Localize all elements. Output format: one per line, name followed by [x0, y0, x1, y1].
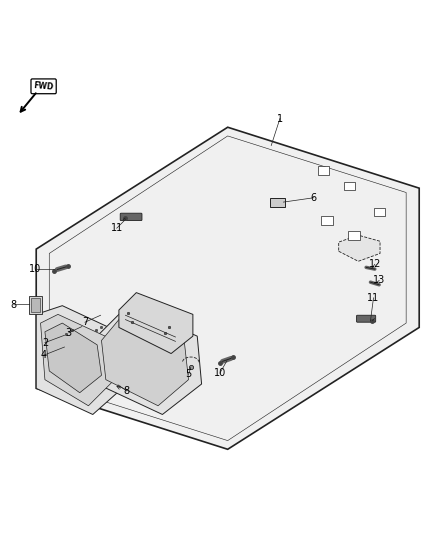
Text: 4: 4 [41, 350, 47, 360]
Bar [348, 231, 360, 239]
Text: 13: 13 [373, 276, 385, 286]
Bar [29, 296, 42, 313]
Text: 7: 7 [82, 317, 88, 327]
Text: 5: 5 [185, 369, 192, 379]
Bar [321, 216, 332, 225]
Text: 10: 10 [29, 264, 42, 273]
Bar [374, 208, 385, 216]
Text: 11: 11 [367, 293, 380, 303]
Text: 3: 3 [66, 328, 72, 337]
FancyBboxPatch shape [31, 79, 56, 94]
Polygon shape [45, 323, 102, 393]
FancyBboxPatch shape [357, 315, 376, 322]
Text: 1: 1 [277, 114, 283, 124]
Polygon shape [97, 305, 201, 415]
Polygon shape [36, 127, 419, 449]
Text: 10: 10 [214, 368, 226, 378]
Text: 11: 11 [111, 223, 123, 233]
Polygon shape [339, 235, 380, 261]
Text: 2: 2 [42, 338, 48, 348]
FancyBboxPatch shape [120, 213, 142, 221]
Bar [344, 182, 355, 190]
Text: 12: 12 [369, 260, 381, 269]
Polygon shape [102, 314, 188, 406]
Polygon shape [41, 314, 119, 406]
Bar [318, 166, 329, 175]
Text: 8: 8 [124, 386, 130, 396]
Polygon shape [119, 293, 193, 353]
Polygon shape [36, 305, 132, 415]
Bar [270, 198, 285, 207]
Text: 6: 6 [311, 193, 317, 203]
Bar [31, 298, 40, 312]
Text: 8: 8 [11, 300, 17, 310]
Text: FWD: FWD [33, 81, 54, 92]
